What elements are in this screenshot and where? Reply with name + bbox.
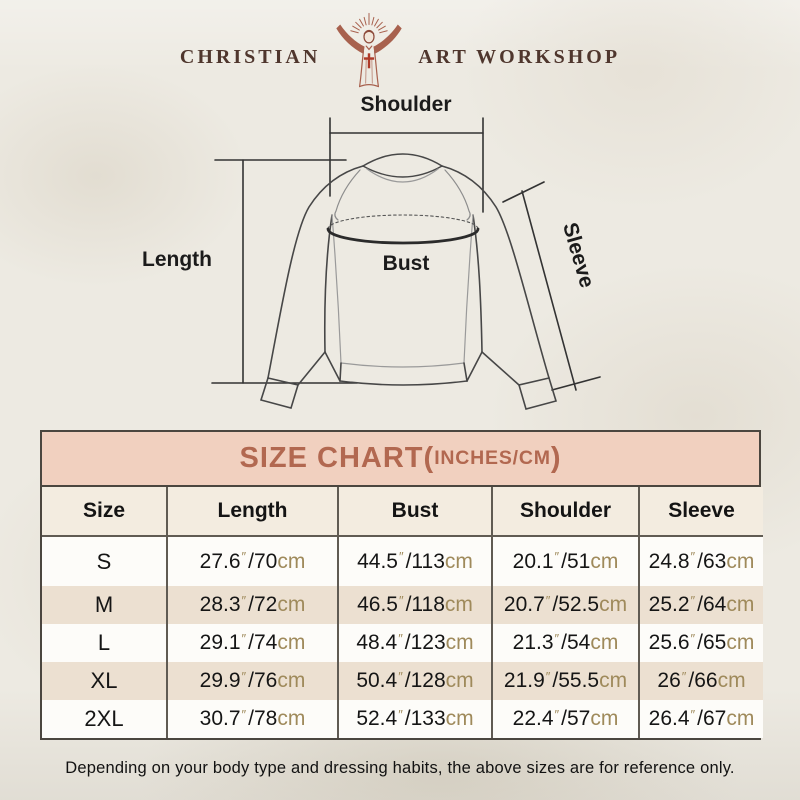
shoulder-dimension-line [329, 117, 484, 213]
measurement-cell: 25.6″/65cm [638, 624, 763, 662]
measurement-cell: 52.4″/133cm [337, 700, 492, 738]
measurement-cell: 46.5″/118cm [337, 586, 492, 624]
sleeve-dimension-line [502, 181, 601, 391]
size-row: M 28.3″/72cm 46.5″/118cm 20.7″/52.5cm 25.2″/… [42, 586, 763, 624]
sweater-diagram: Shoulder Length Bust Sleeve [142, 93, 601, 410]
sleeve-label: Sleeve [558, 220, 598, 290]
size-chart-title-close: ) [550, 442, 562, 474]
measurement-cell: 24.8″/63cm [638, 536, 763, 586]
column-header: Length [166, 487, 338, 536]
measurement-cell: 20.1″/51cm [491, 536, 639, 586]
measurement-cell: 21.3″/54cm [491, 624, 639, 662]
measurement-cell: 20.7″/52.5cm [491, 586, 639, 624]
measurement-cell: 30.7″/78cm [166, 700, 338, 738]
cross-icon [364, 53, 375, 69]
size-cell: M [94, 592, 114, 617]
measurement-cell: 26″/66cm [638, 662, 763, 700]
measurement-cell: 25.2″/64cm [638, 586, 763, 624]
figure-robe [359, 45, 380, 88]
measurement-cell: 28.3″/72cm [166, 586, 338, 624]
column-header: Sleeve [638, 487, 763, 536]
measurement-cell: 29.9″/76cm [166, 662, 338, 700]
bust-label: Bust [383, 252, 430, 275]
size-chart-title-main: SIZE CHART( [239, 442, 435, 474]
column-header: Shoulder [491, 487, 639, 536]
shoulder-label: Shoulder [360, 93, 451, 116]
size-row: S 27.6″/70cm 44.5″/113cm 20.1″/51cm 24.8″/63… [42, 536, 763, 586]
bust-ellipse [327, 214, 479, 230]
hem-band [340, 362, 465, 368]
measurement-cell: 44.5″/113cm [337, 536, 492, 586]
size-row: 2XL 30.7″/78cm 52.4″/133cm 22.4″/57cm 26.4″/… [42, 700, 763, 738]
halo-rays [350, 12, 388, 34]
size-table: Size Length Bust Shoulder Sleeve S 27.6″/70cm… [42, 487, 763, 738]
brand-name-right: ART WORKSHOP [418, 45, 621, 68]
left-cuff [259, 377, 300, 409]
size-row: L 29.1″/74cm 48.4″/123cm 21.3″/54cm 25.6″/65… [42, 624, 763, 662]
collar [362, 153, 443, 167]
brand-logo: CHRISTIAN [0, 10, 800, 90]
length-label: Length [142, 248, 212, 271]
figure-arms [336, 24, 402, 54]
size-row: XL 29.9″/76cm 50.4″/128cm 21.9″/55.5cm 26″/6… [42, 662, 763, 700]
size-chart-title: SIZE CHART(INCHES/CM) [42, 432, 759, 487]
brand-name-left: CHRISTIAN [179, 45, 321, 68]
column-header: Size [82, 499, 126, 522]
sweater-outline [259, 153, 558, 410]
column-header: Bust [337, 487, 492, 536]
size-chart: SIZE CHART(INCHES/CM) Size Length Bust Shou… [40, 430, 763, 740]
measurement-cell: 29.1″/74cm [166, 624, 338, 662]
size-cell: XL [90, 668, 118, 693]
size-cell: 2XL [84, 706, 124, 731]
size-cell: L [97, 630, 111, 655]
right-cuff [517, 377, 558, 410]
measurement-cell: 26.4″/67cm [638, 700, 763, 738]
measurement-cell: 21.9″/55.5cm [491, 662, 639, 700]
size-cell: S [96, 548, 112, 574]
measurement-cell: 50.4″/128cm [337, 662, 492, 700]
measurement-cell: 48.4″/123cm [337, 624, 492, 662]
jesus-figure-icon [336, 12, 402, 88]
measurement-cell: 27.6″/70cm [166, 536, 338, 586]
measurement-cell: 22.4″/57cm [491, 700, 639, 738]
footer-note: Depending on your body type and dressing… [65, 759, 735, 777]
size-chart-title-units: INCHES/CM [434, 447, 551, 469]
figure-head [363, 29, 375, 44]
length-dimension-line [211, 159, 358, 384]
column-header-row: Size Length Bust Shoulder Sleeve [42, 487, 763, 536]
